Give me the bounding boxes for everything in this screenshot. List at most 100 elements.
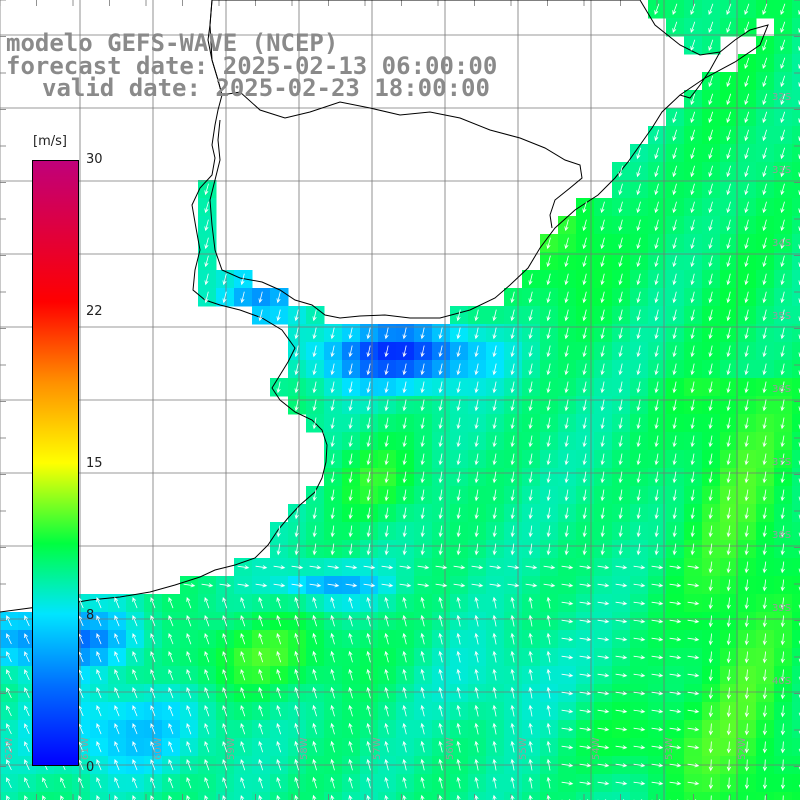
wind-arrow bbox=[762, 273, 767, 286]
wind-arrow bbox=[510, 399, 515, 412]
wind-arrow bbox=[618, 363, 623, 376]
wind-arrow bbox=[402, 722, 407, 735]
wind-arrow bbox=[633, 619, 646, 624]
wind-cell bbox=[522, 792, 541, 800]
wind-cell bbox=[792, 450, 800, 469]
wind-arrow bbox=[204, 740, 210, 753]
wind-arrow bbox=[294, 794, 299, 800]
wind-cell bbox=[792, 252, 800, 271]
wind-arrow bbox=[474, 650, 479, 663]
wind-arrow bbox=[150, 615, 156, 627]
wind-arrow bbox=[762, 435, 767, 448]
wind-arrow bbox=[348, 543, 353, 556]
wind-arrow bbox=[561, 709, 574, 714]
wind-cell bbox=[792, 702, 800, 721]
wind-cell bbox=[792, 738, 800, 757]
wind-arrow bbox=[492, 435, 497, 448]
wind-arrow bbox=[222, 686, 228, 699]
wind-cell bbox=[792, 612, 800, 631]
wind-cell bbox=[378, 792, 397, 800]
wind-arrow bbox=[114, 669, 120, 681]
wind-arrow bbox=[744, 705, 749, 718]
wind-arrow bbox=[690, 309, 695, 322]
wind-arrow bbox=[24, 759, 30, 771]
wind-arrow bbox=[690, 381, 695, 394]
wind-arrow bbox=[348, 758, 353, 771]
wind-arrow bbox=[633, 673, 646, 678]
wind-arrow bbox=[651, 601, 664, 606]
wind-arrow bbox=[6, 669, 12, 681]
wind-arrow bbox=[780, 579, 785, 592]
wind-arrow bbox=[579, 565, 592, 570]
wind-arrow bbox=[456, 632, 461, 645]
wind-arrow bbox=[654, 255, 659, 268]
wind-arrow bbox=[384, 417, 389, 430]
wind-arrow bbox=[525, 583, 538, 588]
wind-arrow bbox=[669, 781, 682, 786]
wind-arrow bbox=[546, 489, 551, 502]
wind-arrow bbox=[294, 740, 299, 753]
wind-arrow bbox=[636, 327, 641, 340]
wind-arrow bbox=[708, 201, 713, 214]
wind-arrow bbox=[528, 650, 533, 663]
wind-arrow bbox=[474, 668, 479, 681]
wind-arrow bbox=[384, 686, 389, 699]
wind-arrow bbox=[780, 327, 785, 340]
wind-arrow bbox=[381, 583, 394, 588]
wind-arrow bbox=[600, 291, 605, 304]
wind-arrow bbox=[438, 471, 443, 484]
wind-arrow bbox=[618, 417, 623, 430]
wind-arrow bbox=[330, 758, 335, 771]
wind-arrow bbox=[654, 327, 659, 340]
wind-arrow bbox=[618, 489, 623, 502]
wind-arrow bbox=[744, 723, 749, 736]
wind-arrow bbox=[6, 795, 11, 800]
wind-cell bbox=[792, 306, 800, 325]
wind-cell bbox=[792, 666, 800, 685]
wind-arrow bbox=[654, 345, 659, 358]
wind-arrow bbox=[762, 471, 767, 484]
wind-arrow bbox=[579, 709, 592, 714]
wind-arrow bbox=[600, 363, 605, 376]
wind-arrow bbox=[744, 669, 749, 682]
wind-arrow bbox=[690, 525, 695, 538]
wind-arrow bbox=[600, 273, 605, 286]
wind-arrow bbox=[348, 686, 353, 699]
wind-cell bbox=[792, 234, 800, 253]
wind-arrow bbox=[114, 795, 119, 800]
wind-arrow bbox=[798, 604, 800, 609]
wind-arrow bbox=[312, 381, 317, 394]
wind-arrow bbox=[690, 417, 695, 430]
wind-arrow bbox=[690, 453, 695, 466]
wind-arrow bbox=[42, 777, 48, 789]
wind-arrow bbox=[564, 219, 569, 232]
wind-arrow bbox=[654, 363, 659, 376]
wind-arrow bbox=[636, 399, 641, 412]
wind-arrow bbox=[204, 668, 210, 681]
wind-arrow bbox=[204, 686, 210, 699]
wind-arrow bbox=[780, 777, 785, 790]
wind-arrow bbox=[744, 57, 750, 70]
wind-arrow bbox=[672, 3, 678, 16]
wind-arrow bbox=[204, 273, 209, 286]
wind-arrow bbox=[525, 565, 538, 570]
wind-arrow bbox=[546, 776, 551, 789]
wind-arrow bbox=[276, 776, 282, 789]
wind-arrow bbox=[600, 525, 605, 538]
wind-arrow bbox=[420, 686, 425, 699]
wind-arrow bbox=[366, 489, 371, 502]
wind-arrow bbox=[669, 655, 682, 660]
wind-arrow bbox=[258, 776, 264, 789]
wind-arrow bbox=[276, 722, 282, 735]
wind-arrow bbox=[309, 565, 322, 570]
wind-arrow bbox=[474, 327, 479, 340]
wind-cell bbox=[252, 792, 271, 800]
wind-arrow bbox=[672, 363, 677, 376]
wind-arrow bbox=[726, 453, 731, 466]
wind-arrow bbox=[780, 273, 785, 286]
wind-arrow bbox=[561, 781, 574, 786]
wind-arrow bbox=[780, 183, 785, 196]
wind-arrow bbox=[528, 417, 533, 430]
wind-arrow bbox=[597, 637, 610, 642]
